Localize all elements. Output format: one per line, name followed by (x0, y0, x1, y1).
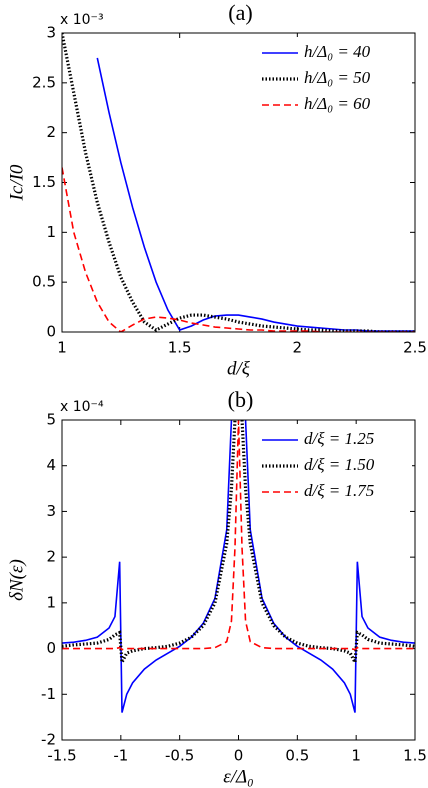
x-tick-label: -1.5 (47, 747, 76, 765)
legend-label: h/Δ₀ = 60 (304, 94, 371, 113)
y-tick-label: 2.5 (32, 73, 56, 91)
x-axis-label: ε/Δ₀ (223, 766, 254, 787)
legend-label: h/Δ₀ = 40 (304, 42, 371, 61)
y-tick-label: 3 (46, 24, 56, 42)
x-tick-label: 0 (234, 747, 244, 765)
y-tick-label: 3 (46, 502, 56, 520)
y-tick-label: 0.5 (32, 273, 56, 291)
series-line (62, 33, 415, 332)
legend-label: d/ξ = 1.75 (304, 481, 374, 500)
x-tick-label: 1 (351, 747, 361, 765)
y-tick-label: 5 (46, 411, 56, 429)
x-tick-label: 1.5 (403, 747, 427, 765)
legend-label: h/Δ₀ = 50 (304, 68, 371, 87)
y-multiplier: x 10⁻⁴ (60, 399, 104, 415)
y-tick-label: -2 (41, 731, 56, 749)
y-axis-label: Ic/I0 (6, 164, 27, 201)
y-tick-label: -1 (41, 685, 56, 703)
y-tick-label: 0 (46, 323, 56, 341)
y-tick-label: 1 (46, 223, 56, 241)
series-line (62, 420, 415, 651)
x-tick-label: 0.5 (285, 747, 309, 765)
series-line (96, 57, 415, 332)
axes-frame (61, 419, 416, 741)
x-axis-label: d/ξ (227, 358, 251, 379)
x-tick-label: 2.5 (403, 339, 427, 357)
chart-title: (b) (228, 387, 254, 412)
y-multiplier: x 10⁻³ (60, 12, 104, 28)
y-tick-label: 1.5 (32, 173, 56, 191)
chart-title: (a) (228, 0, 252, 25)
y-tick-label: 0 (46, 639, 56, 657)
x-tick-label: -0.5 (165, 747, 194, 765)
x-tick-label: 1.5 (168, 339, 192, 357)
x-tick-label: -1 (113, 747, 128, 765)
legend-label: d/ξ = 1.50 (304, 455, 375, 474)
series-line (62, 420, 415, 669)
y-tick-label: 4 (46, 456, 56, 474)
chart: -1.5 -1 -0.5 0 0.5 1 1.5 -2 -1 0 1 2 3 4 5 (b) x 10⁻⁴ ε/Δ… (6, 387, 427, 787)
x-tick-label: 1 (57, 339, 67, 357)
y-tick-label: 1 (46, 593, 56, 611)
x-tick-label: 2 (293, 339, 303, 357)
chart: 1 1.5 2 2.5 0 0.5 1 1.5 2 2.5 3 (a) x 10⁻³ d/ξ Ic/I0 h/… (6, 0, 427, 379)
legend-label: d/ξ = 1.25 (304, 429, 374, 448)
axes-frame (61, 32, 416, 333)
series-line (62, 167, 415, 332)
y-tick-label: 2 (46, 123, 56, 141)
y-tick-label: 2 (46, 548, 56, 566)
y-axis-label: δN(ε) (6, 559, 27, 601)
